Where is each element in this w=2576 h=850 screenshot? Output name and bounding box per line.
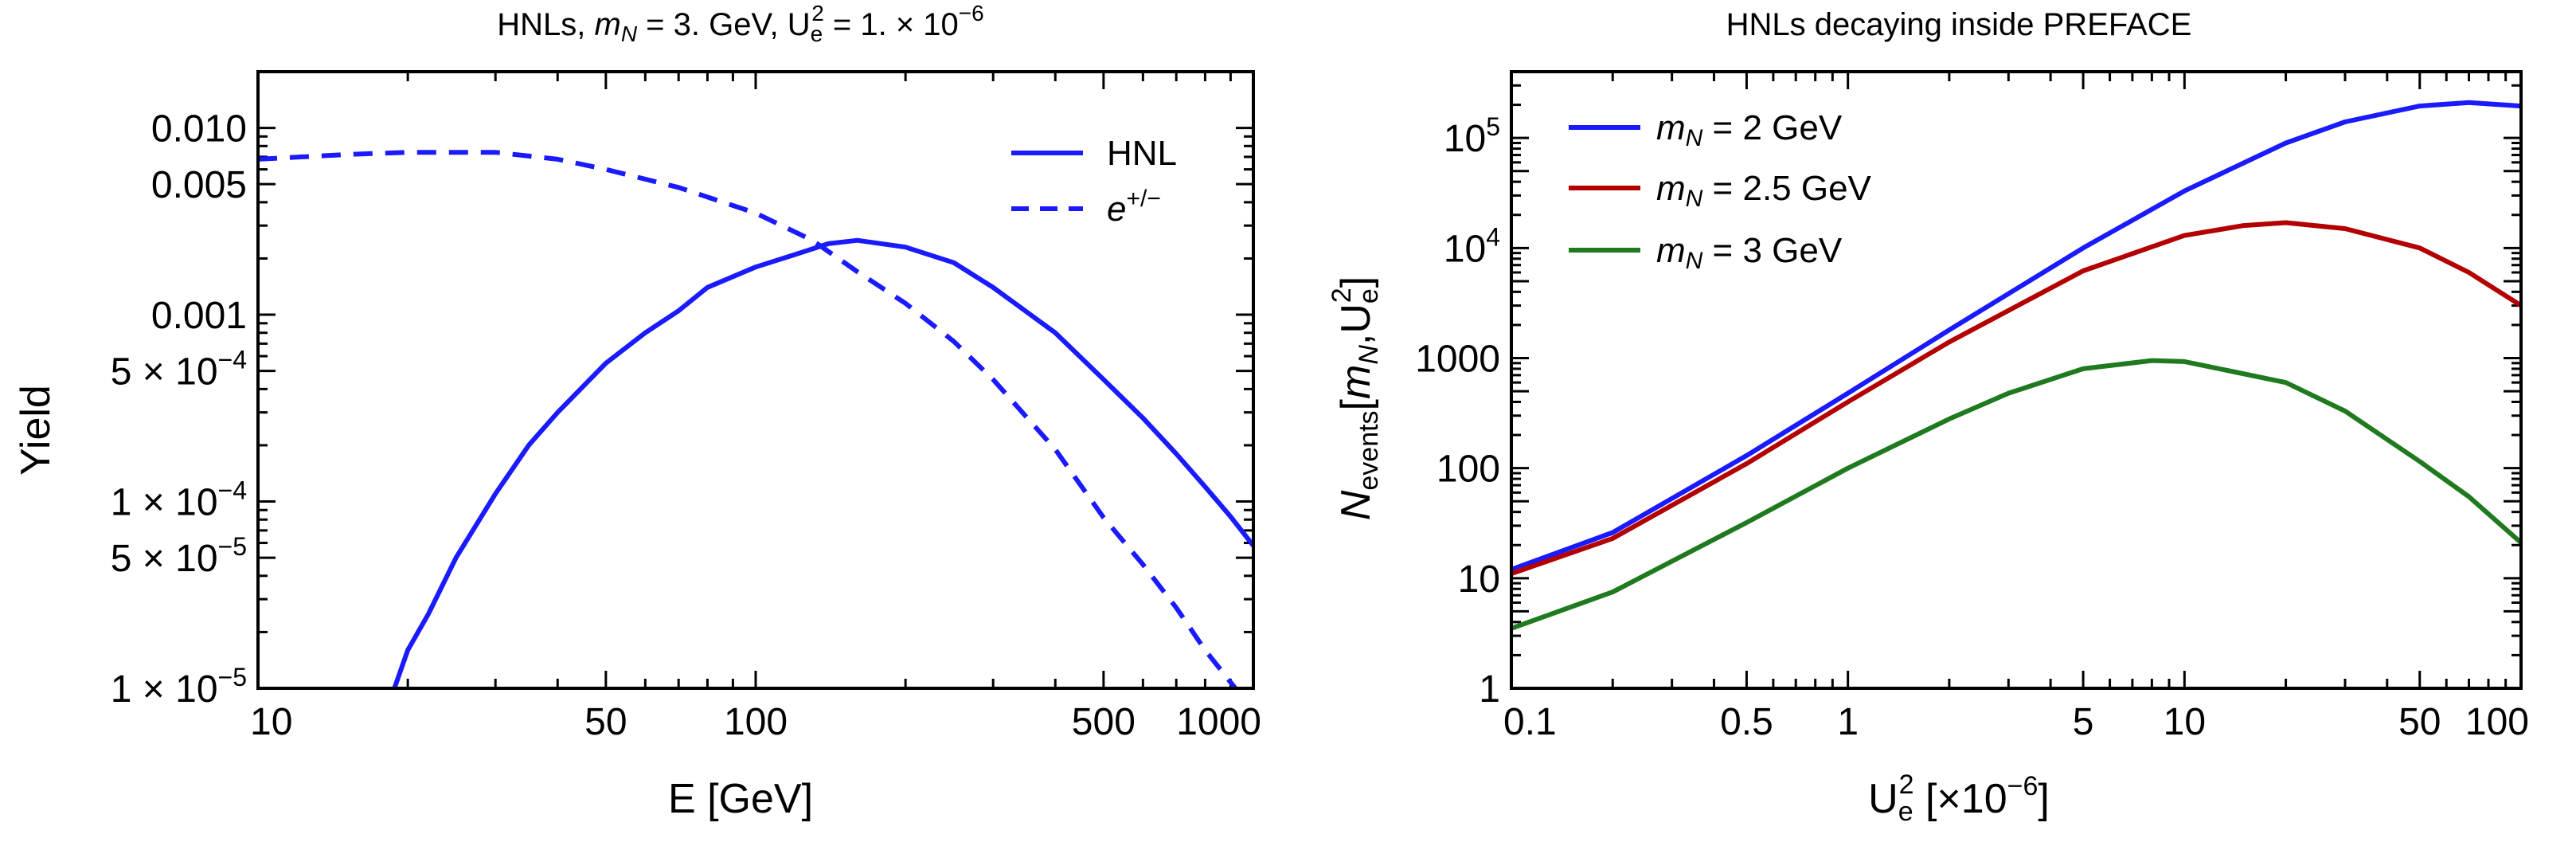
right-chart-series: [1511, 100, 2521, 631]
legend-label-3gev: mN = 3 GeV: [1656, 231, 1843, 274]
y-tick-label: 0.001: [151, 295, 247, 337]
left-chart-frame: [256, 70, 1255, 690]
left-chart-y-tick-labels: 0.010 0.005 0.001 5 × 10−4 1 × 10−4 5 × 10−5 1…: [111, 108, 247, 711]
right-chart-frame: [1510, 70, 2523, 690]
y-tick-label: 5 × 10−5: [111, 532, 247, 580]
y-tick-label: 0.005: [151, 164, 247, 206]
x-tick-label: 500: [1072, 701, 1136, 743]
right-chart-y-tick-labels: 1 10 100 1000 104 105: [1415, 112, 1500, 711]
left-chart-legend: HNL e+/−: [1011, 134, 1177, 229]
series-line: [1511, 100, 2521, 572]
x-tick-label: 1000: [1176, 701, 1261, 743]
right-chart-legend: mN = 2 GeV mN = 2.5 GeV mN = 3 GeV: [1569, 108, 1872, 274]
y-tick-label: 0.010: [151, 108, 247, 151]
x-tick-label: 50: [2398, 701, 2441, 743]
series-line: [258, 150, 1237, 688]
right-chart-title: HNLs decaying inside PREFACE: [1726, 7, 2192, 42]
x-tick-label: 0.1: [1503, 701, 1557, 743]
y-tick-label: 1: [1479, 668, 1500, 711]
y-tick-label: 1 × 10−4: [111, 476, 247, 524]
x-tick-label: 50: [584, 701, 627, 743]
y-tick-label: 10: [1458, 558, 1500, 601]
x-tick-label: 100: [2465, 701, 2529, 743]
series-line: [392, 237, 1253, 688]
legend-label-hnl: HNL: [1107, 134, 1177, 173]
right-chart-ticks: [1510, 70, 2523, 690]
left-chart-x-label: E [GeV]: [668, 776, 813, 822]
y-tick-label: 1000: [1415, 339, 1500, 381]
y-tick-label: 104: [1444, 222, 1500, 270]
x-tick-label: 5: [2073, 701, 2094, 743]
y-tick-label: 5 × 10−4: [111, 346, 247, 394]
right-chart-x-label: Ue2 [×10−6]: [1868, 770, 2050, 827]
left-chart-y-label: Yield: [13, 385, 59, 476]
series-line: [1511, 358, 2521, 631]
right-chart-x-tick-labels: 0.1 0.5 1 5 10 50 100: [1503, 701, 2529, 743]
x-tick-label: 1: [1837, 701, 1859, 743]
right-chart: HNLs decaying inside PREFACE 0.1 0.5 1 5 10 5…: [1327, 7, 2529, 827]
legend-label-2gev: mN = 2 GeV: [1656, 108, 1843, 151]
left-chart: HNLs, mN = 3. GeV, Ue2 = 1. × 10−6 10 50 1…: [13, 1, 1261, 822]
x-tick-label: 10: [2164, 701, 2206, 743]
legend-label-electron: e+/−: [1107, 186, 1161, 229]
left-chart-x-tick-labels: 10 50 100 500 1000: [250, 701, 1261, 743]
y-tick-label: 105: [1444, 112, 1500, 160]
x-tick-label: 100: [724, 701, 788, 743]
right-chart-y-label: Nevents[mN,Ue2]: [1327, 276, 1384, 520]
left-chart-series: [258, 150, 1253, 688]
left-chart-title: HNLs, mN = 3. GeV, Ue2 = 1. × 10−6: [497, 1, 983, 46]
y-tick-label: 1 × 10−5: [111, 663, 247, 711]
series-line: [1511, 220, 2521, 576]
legend-label-2p5gev: mN = 2.5 GeV: [1656, 169, 1872, 212]
y-tick-label: 100: [1437, 449, 1500, 491]
x-tick-label: 0.5: [1720, 701, 1773, 743]
x-tick-label: 10: [250, 701, 292, 743]
